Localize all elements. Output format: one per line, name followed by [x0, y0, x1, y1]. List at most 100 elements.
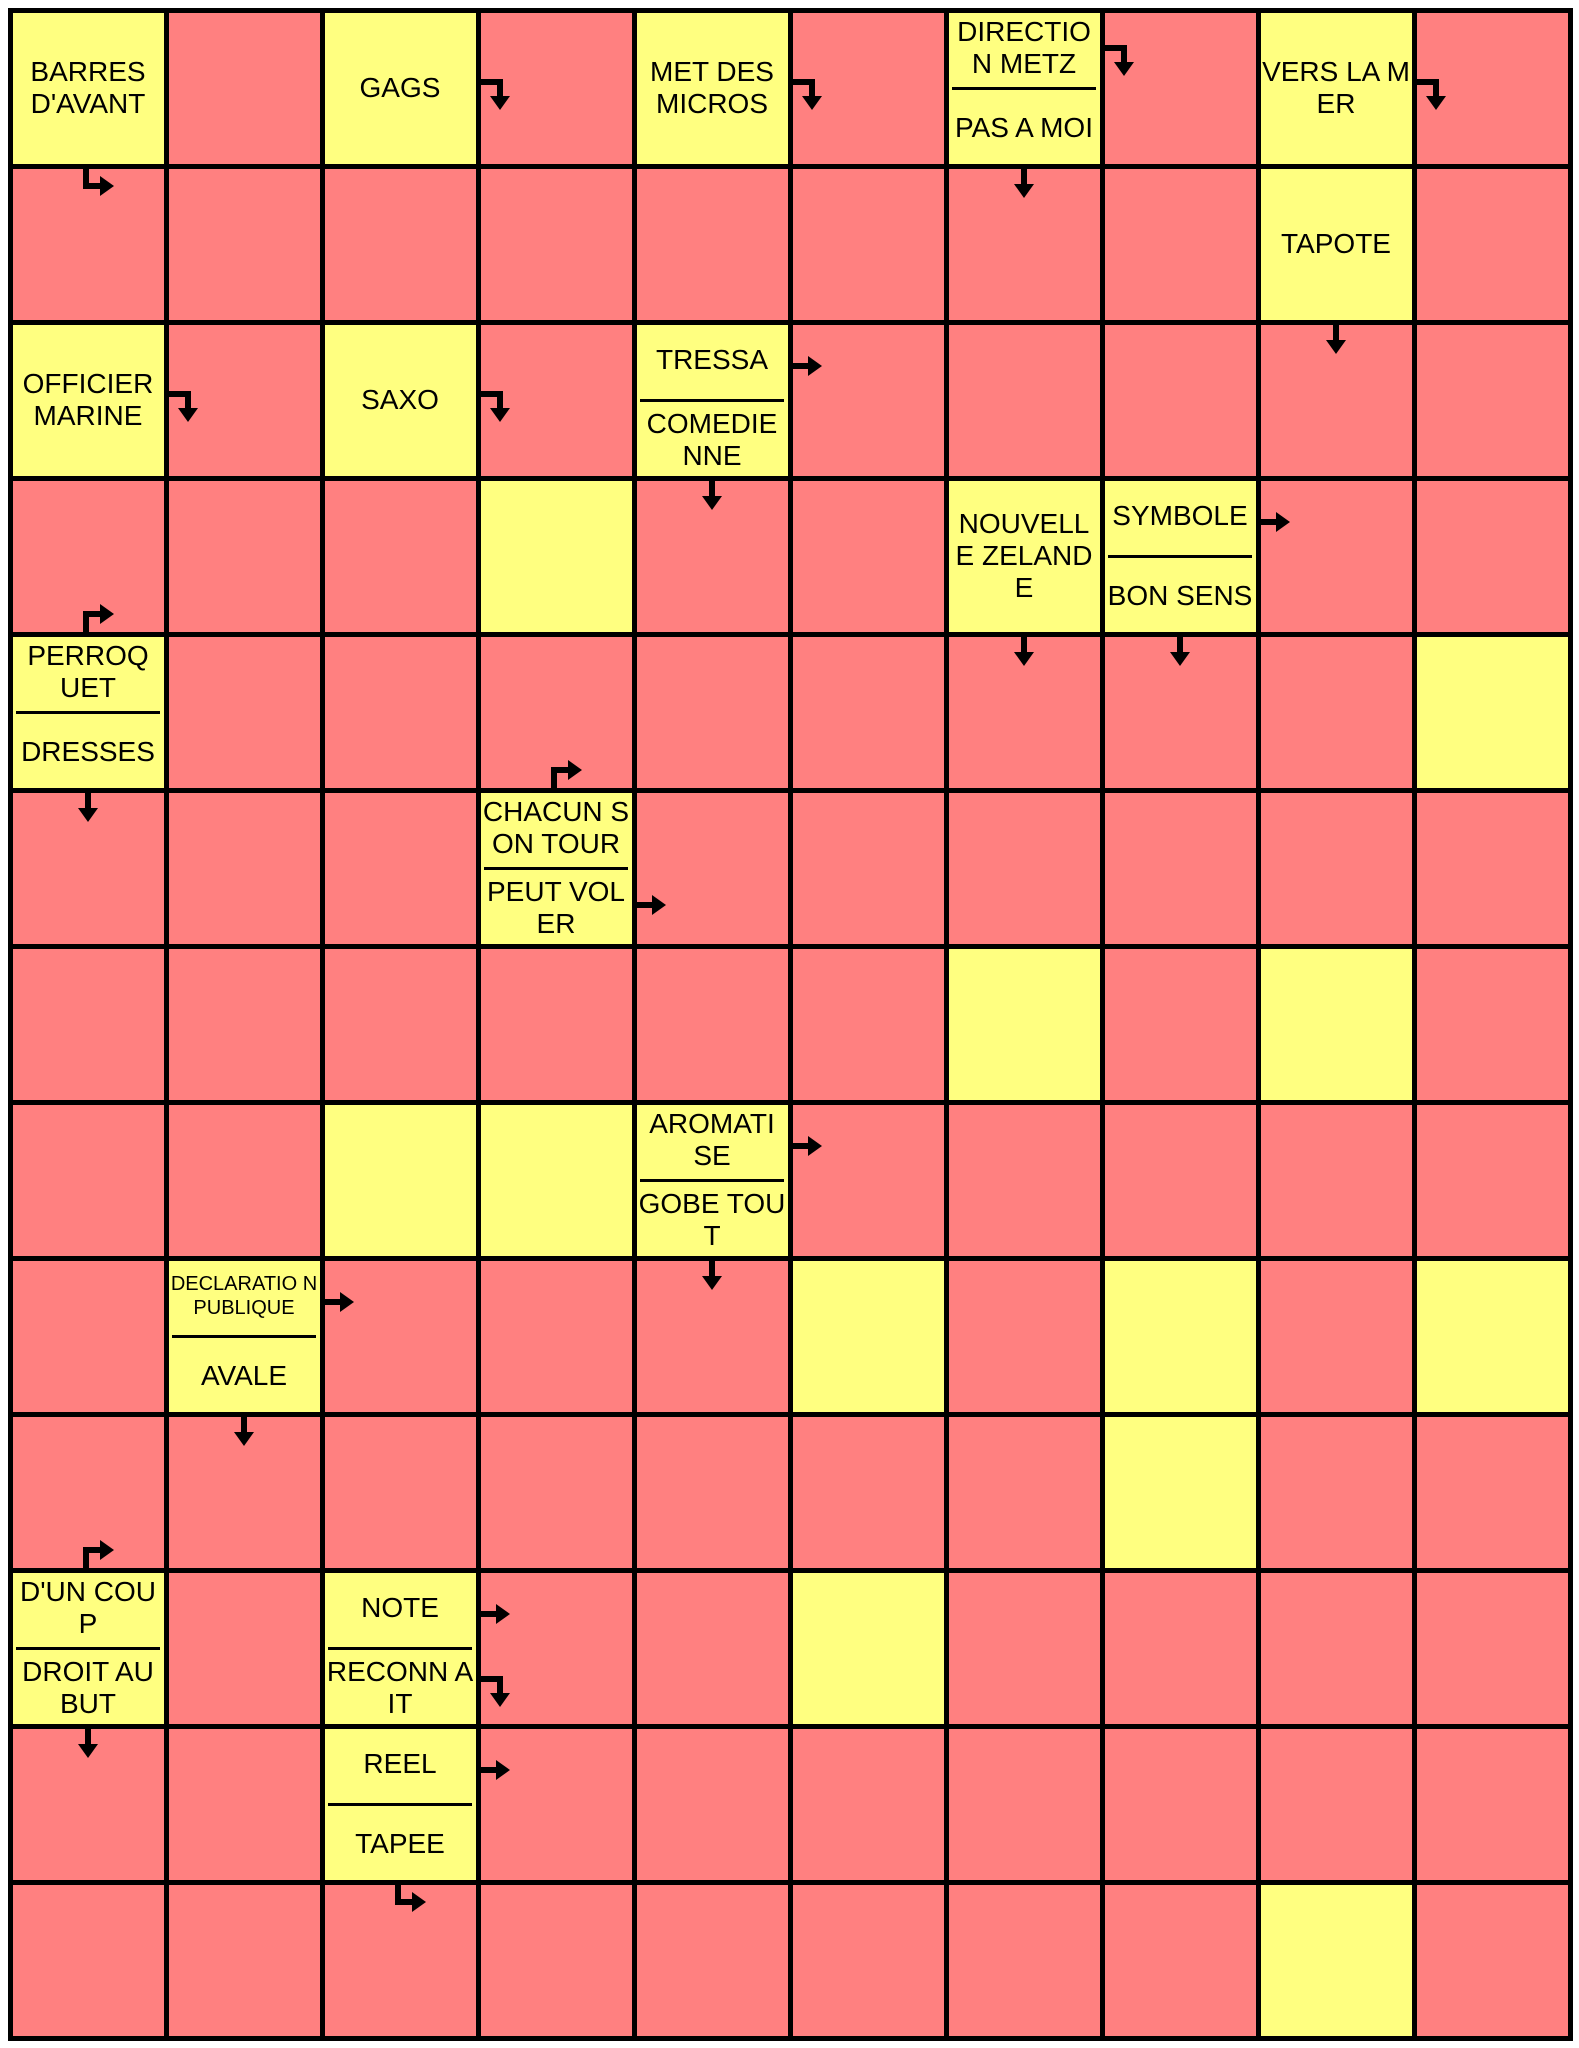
answer-cell[interactable] — [1414, 1726, 1570, 1882]
answer-cell[interactable] — [1258, 1726, 1414, 1882]
answer-cell[interactable] — [790, 166, 946, 322]
answer-cell[interactable] — [790, 1882, 946, 2038]
answer-cell[interactable] — [166, 1570, 322, 1726]
answer-cell[interactable] — [1414, 10, 1570, 166]
answer-cell[interactable] — [478, 1570, 634, 1726]
answer-cell[interactable] — [1102, 634, 1258, 790]
answer-cell-highlight[interactable] — [1102, 1414, 1258, 1570]
answer-cell[interactable] — [322, 166, 478, 322]
answer-cell[interactable] — [1102, 10, 1258, 166]
answer-cell-highlight[interactable] — [1258, 946, 1414, 1102]
answer-cell[interactable] — [478, 322, 634, 478]
answer-cell[interactable] — [1102, 790, 1258, 946]
answer-cell[interactable] — [790, 478, 946, 634]
answer-cell[interactable] — [790, 1414, 946, 1570]
answer-cell[interactable] — [946, 790, 1102, 946]
answer-cell[interactable] — [166, 10, 322, 166]
answer-cell[interactable] — [478, 1726, 634, 1882]
answer-cell[interactable] — [478, 1882, 634, 2038]
answer-cell[interactable] — [10, 478, 166, 634]
answer-cell[interactable] — [1414, 322, 1570, 478]
answer-cell[interactable] — [1102, 322, 1258, 478]
answer-cell[interactable] — [1258, 1414, 1414, 1570]
answer-cell-highlight[interactable] — [478, 478, 634, 634]
answer-cell[interactable] — [1102, 1570, 1258, 1726]
answer-cell[interactable] — [10, 1882, 166, 2038]
answer-cell[interactable] — [166, 1414, 322, 1570]
answer-cell-highlight[interactable] — [1258, 1882, 1414, 2038]
answer-cell[interactable] — [946, 634, 1102, 790]
answer-cell[interactable] — [1414, 166, 1570, 322]
answer-cell[interactable] — [634, 1726, 790, 1882]
answer-cell[interactable] — [1258, 1258, 1414, 1414]
answer-cell-highlight[interactable] — [946, 946, 1102, 1102]
answer-cell[interactable] — [1258, 322, 1414, 478]
answer-cell-highlight[interactable] — [1414, 1258, 1570, 1414]
answer-cell[interactable] — [790, 946, 946, 1102]
answer-cell[interactable] — [10, 946, 166, 1102]
answer-cell[interactable] — [478, 1258, 634, 1414]
answer-cell[interactable] — [166, 634, 322, 790]
answer-cell[interactable] — [10, 1102, 166, 1258]
answer-cell[interactable] — [166, 166, 322, 322]
answer-cell[interactable] — [1258, 790, 1414, 946]
answer-cell[interactable] — [790, 634, 946, 790]
answer-cell[interactable] — [634, 1414, 790, 1570]
answer-cell[interactable] — [790, 10, 946, 166]
answer-cell[interactable] — [1102, 946, 1258, 1102]
answer-cell[interactable] — [478, 946, 634, 1102]
answer-cell[interactable] — [322, 1414, 478, 1570]
answer-cell[interactable] — [1414, 478, 1570, 634]
answer-cell[interactable] — [946, 322, 1102, 478]
answer-cell[interactable] — [10, 1726, 166, 1882]
answer-cell[interactable] — [478, 1414, 634, 1570]
answer-cell[interactable] — [322, 946, 478, 1102]
answer-cell[interactable] — [790, 322, 946, 478]
answer-cell[interactable] — [634, 946, 790, 1102]
answer-cell[interactable] — [166, 790, 322, 946]
answer-cell[interactable] — [1102, 1102, 1258, 1258]
answer-cell[interactable] — [1258, 1102, 1414, 1258]
answer-cell[interactable] — [10, 166, 166, 322]
answer-cell[interactable] — [322, 478, 478, 634]
answer-cell[interactable] — [322, 1882, 478, 2038]
answer-cell[interactable] — [10, 1258, 166, 1414]
answer-cell-highlight[interactable] — [478, 1102, 634, 1258]
answer-cell[interactable] — [1414, 1102, 1570, 1258]
answer-cell[interactable] — [478, 10, 634, 166]
answer-cell[interactable] — [478, 634, 634, 790]
answer-cell[interactable] — [1414, 946, 1570, 1102]
answer-cell[interactable] — [166, 1726, 322, 1882]
answer-cell[interactable] — [166, 1882, 322, 2038]
answer-cell[interactable] — [1102, 166, 1258, 322]
answer-cell[interactable] — [1414, 1882, 1570, 2038]
answer-cell[interactable] — [322, 1258, 478, 1414]
answer-cell-highlight[interactable] — [790, 1570, 946, 1726]
answer-cell[interactable] — [790, 1102, 946, 1258]
answer-cell-highlight[interactable] — [1414, 634, 1570, 790]
answer-cell[interactable] — [634, 1570, 790, 1726]
answer-cell[interactable] — [634, 1882, 790, 2038]
answer-cell[interactable] — [634, 1258, 790, 1414]
answer-cell-highlight[interactable] — [790, 1258, 946, 1414]
answer-cell[interactable] — [166, 946, 322, 1102]
answer-cell-highlight[interactable] — [322, 1102, 478, 1258]
answer-cell[interactable] — [166, 1102, 322, 1258]
answer-cell[interactable] — [1258, 1570, 1414, 1726]
answer-cell[interactable] — [790, 1726, 946, 1882]
answer-cell[interactable] — [10, 1414, 166, 1570]
answer-cell[interactable] — [1414, 790, 1570, 946]
answer-cell[interactable] — [634, 478, 790, 634]
answer-cell[interactable] — [1414, 1414, 1570, 1570]
answer-cell[interactable] — [1258, 478, 1414, 634]
answer-cell[interactable] — [946, 1414, 1102, 1570]
answer-cell[interactable] — [322, 634, 478, 790]
answer-cell[interactable] — [1258, 634, 1414, 790]
answer-cell[interactable] — [10, 790, 166, 946]
answer-cell[interactable] — [634, 166, 790, 322]
answer-cell[interactable] — [946, 1258, 1102, 1414]
answer-cell[interactable] — [790, 790, 946, 946]
answer-cell-highlight[interactable] — [1102, 1258, 1258, 1414]
answer-cell[interactable] — [322, 790, 478, 946]
answer-cell[interactable] — [946, 1882, 1102, 2038]
